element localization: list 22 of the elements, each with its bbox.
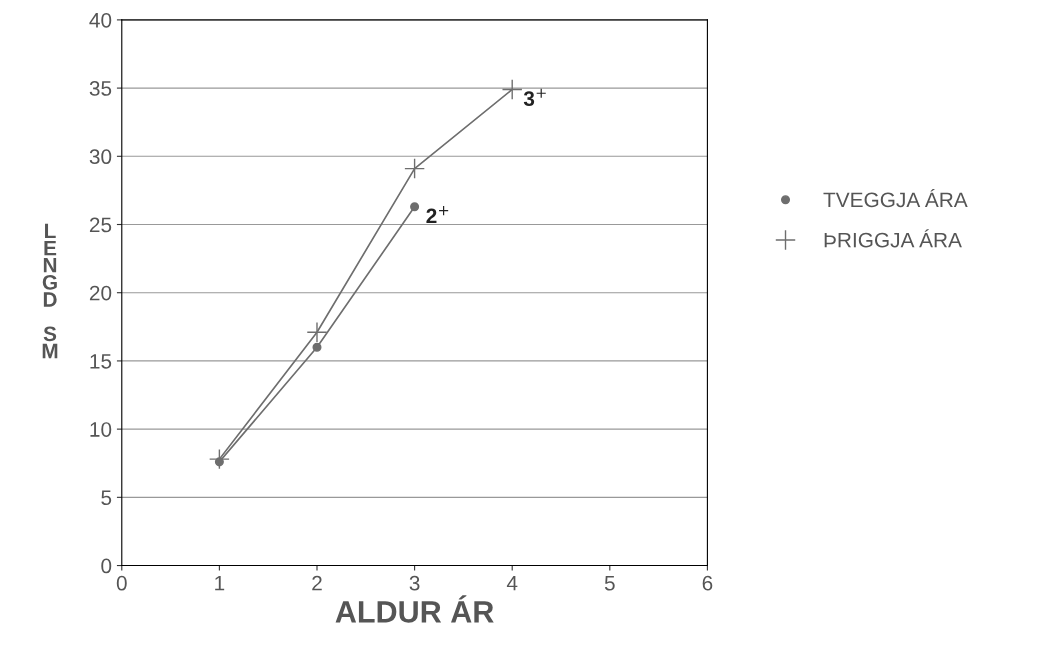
- legend-label: TVEGGJA ÁRA: [823, 188, 968, 208]
- annotation: 2$^{+}$: [426, 205, 449, 224]
- y-tick-label: 40: [89, 12, 112, 28]
- x-tick-label: 1: [215, 576, 225, 591]
- y-tick-label: 15: [90, 354, 112, 369]
- legend-label: ÞRIGGJA ÁRA: [824, 229, 962, 248]
- y-tick-label: 25: [89, 217, 112, 233]
- x-tick-label: 0: [116, 575, 127, 591]
- y-tick-label: 30: [89, 149, 112, 165]
- x-tick-label: 2: [312, 575, 322, 591]
- x-tick-label: 6: [702, 575, 713, 591]
- annotation: 3$^{+}$: [523, 88, 546, 107]
- y-tick-label: 10: [90, 422, 112, 437]
- x-tick-label: 5: [604, 576, 615, 591]
- y-tick-label: 0: [101, 558, 112, 574]
- y-tick-label: 5: [101, 490, 112, 506]
- y-axis-title: LENGD SM: [42, 223, 58, 359]
- y-tick-label: 20: [89, 285, 112, 301]
- y-tick-label: 35: [89, 81, 112, 96]
- x-axis-title: ALDUR ÁR: [335, 595, 494, 623]
- x-tick-label: 4: [506, 576, 518, 591]
- x-tick-label: 3: [409, 575, 420, 591]
